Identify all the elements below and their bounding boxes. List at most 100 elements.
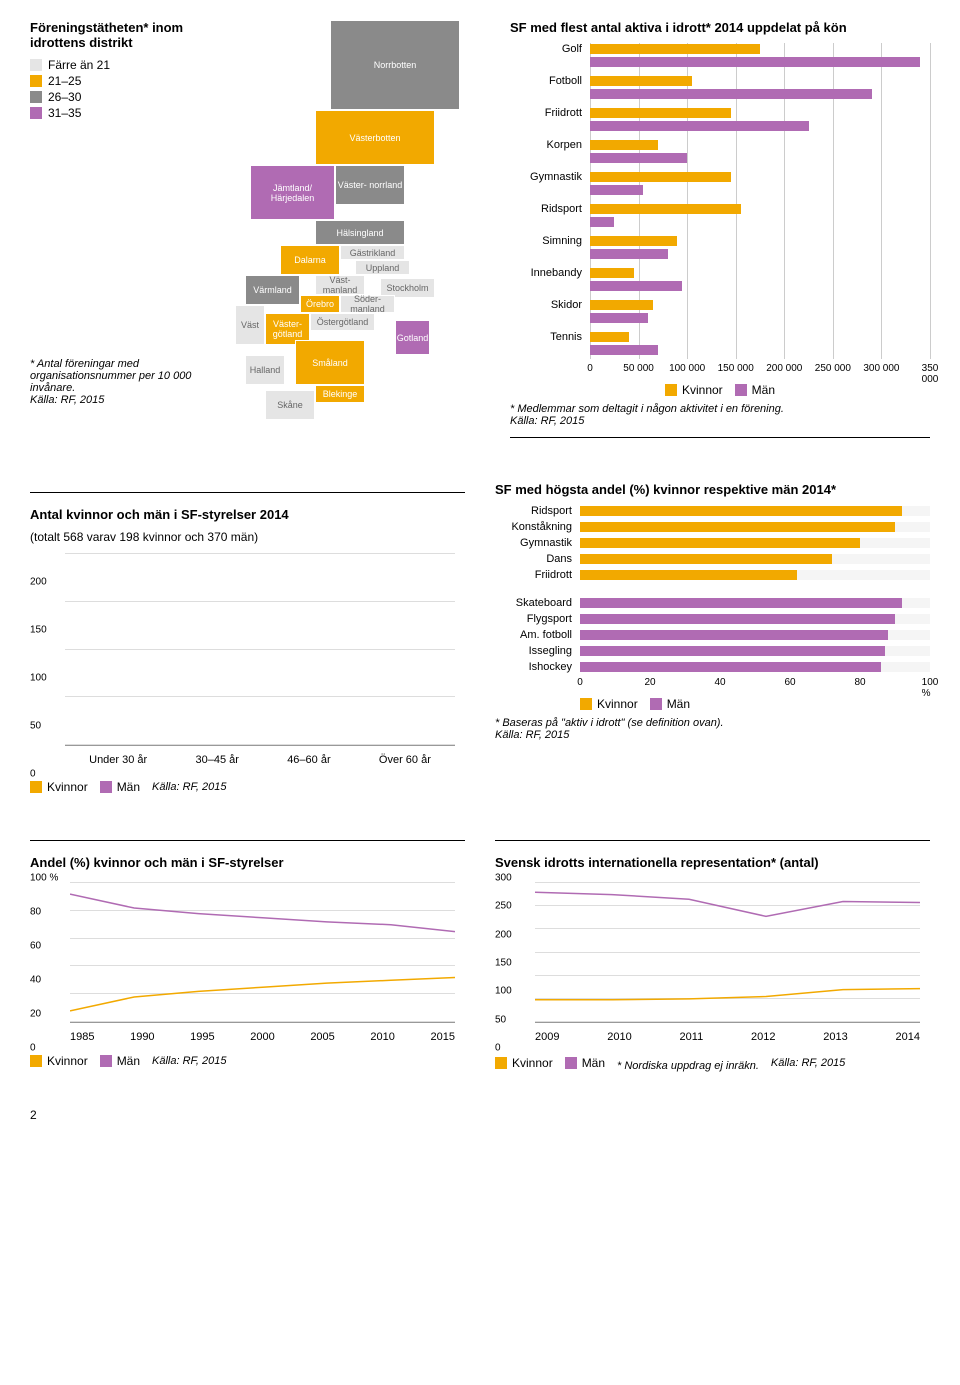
- andel-pct-footnote: * Baseras på "aktiv i idrott" (se defini…: [495, 717, 930, 729]
- bar-row: [510, 281, 930, 291]
- map-region: Småland: [295, 340, 365, 385]
- pct-bar-row: Gymnastik: [495, 537, 930, 549]
- styrelser-bar-subtitle: (totalt 568 varav 198 kvinnor och 370 mä…: [30, 530, 465, 544]
- pct-bar-row: Am. fotboll: [495, 629, 930, 641]
- map-legend-item: 26–30: [30, 90, 210, 104]
- styrelser-line-plot: 1985199019952000200520102015 02040608010…: [30, 878, 465, 1048]
- bar-row: Innebandy: [510, 267, 930, 279]
- chart-aktiva-title: SF med flest antal aktiva i idrott* 2014…: [510, 20, 930, 35]
- map-region: Söder- manland: [340, 295, 395, 313]
- bar-row: [510, 249, 930, 259]
- legend-man: Män: [752, 383, 775, 397]
- map-title: Föreningstätheten* inom idrottens distri…: [30, 20, 210, 50]
- map-column: Föreningstätheten* inom idrottens distri…: [30, 20, 480, 452]
- intl-legend: Kvinnor Män * Nordiska uppdrag ej inräkn…: [495, 1054, 930, 1072]
- map-legend-item: Färre än 21: [30, 58, 210, 72]
- legend-kvinnor: Kvinnor: [682, 383, 723, 397]
- chart-styrelser-bar: Antal kvinnor och män i SF-styrelser 201…: [30, 482, 465, 800]
- map-region: Gästrikland: [340, 245, 405, 260]
- map-legend-item: 31–35: [30, 106, 210, 120]
- chart-aktiva-legend: Kvinnor Män: [510, 383, 930, 397]
- map-region: Väster- norrland: [335, 165, 405, 205]
- chart-styrelser-line: Andel (%) kvinnor och män i SF-styrelser…: [30, 830, 465, 1078]
- map-footnote: * Antal föreningar med organisationsnumm…: [30, 358, 210, 394]
- legend-man: Män: [582, 1056, 605, 1070]
- styrelser-bar-legend: Kvinnor Män Källa: RF, 2015: [30, 780, 465, 794]
- map-region: Gotland: [395, 320, 430, 355]
- map-region: Väst: [235, 305, 265, 345]
- map-region: Halland: [245, 355, 285, 385]
- map-region: Värmland: [245, 275, 300, 305]
- bar-row: Friidrott: [510, 107, 930, 119]
- styrelser-line-title: Andel (%) kvinnor och män i SF-styrelser: [30, 855, 465, 870]
- bar-row: Gymnastik: [510, 171, 930, 183]
- row-bottom: Andel (%) kvinnor och män i SF-styrelser…: [30, 830, 930, 1078]
- styrelser-line-source: Källa: RF, 2015: [152, 1055, 226, 1067]
- pct-bar-row: Konståkning: [495, 521, 930, 533]
- bar-row: [510, 57, 930, 67]
- map-region: Östergötland: [310, 313, 375, 331]
- pct-bar-row: Issegling: [495, 645, 930, 657]
- bar-row: [510, 153, 930, 163]
- bar-row: [510, 185, 930, 195]
- intl-footnote: * Nordiska uppdrag ej inräkn.: [617, 1060, 759, 1072]
- chart-aktiva-xaxis: 050 000100 000150 000200 000250 000300 0…: [590, 363, 930, 377]
- map-region: Dalarna: [280, 245, 340, 275]
- styrelser-bar-plot: Under 30 år30–45 år46–60 årÖver 60 år 05…: [30, 554, 465, 774]
- bar-row: [510, 89, 930, 99]
- bar-row: Fotboll: [510, 75, 930, 87]
- chart-aktiva-source: Källa: RF, 2015: [510, 415, 930, 427]
- bar-row: [510, 345, 930, 355]
- bar-row: [510, 217, 930, 227]
- pct-bar-row: Ridsport: [495, 505, 930, 517]
- styrelser-bar-source: Källa: RF, 2015: [152, 781, 226, 793]
- legend-kvinnor: Kvinnor: [47, 1054, 88, 1068]
- map-legend-item: 21–25: [30, 74, 210, 88]
- map-region: Norrbotten: [330, 20, 460, 110]
- page-number: 2: [30, 1108, 930, 1122]
- row-mid: Antal kvinnor och män i SF-styrelser 201…: [30, 482, 930, 800]
- map-region: Örebro: [300, 295, 340, 313]
- bar-row: Simning: [510, 235, 930, 247]
- andel-pct-xaxis: 020406080100 %: [580, 677, 930, 691]
- bar-row: [510, 313, 930, 323]
- chart-aktiva-footnote: * Medlemmar som deltagit i någon aktivit…: [510, 403, 930, 415]
- bar-row: Ridsport: [510, 203, 930, 215]
- andel-pct-legend: Kvinnor Män: [580, 697, 930, 711]
- intl-title: Svensk idrotts internationella represent…: [495, 855, 930, 870]
- map-region: Blekinge: [315, 385, 365, 403]
- legend-kvinnor: Kvinnor: [597, 697, 638, 711]
- andel-pct-title: SF med högsta andel (%) kvinnor respekti…: [495, 482, 930, 497]
- legend-man: Män: [667, 697, 690, 711]
- map-region: Uppland: [355, 260, 410, 275]
- pct-bar-row: Skateboard: [495, 597, 930, 609]
- bar-row: Tennis: [510, 331, 930, 343]
- legend-man: Män: [117, 780, 140, 794]
- bar-row: Golf: [510, 43, 930, 55]
- map-source: Källa: RF, 2015: [30, 394, 210, 406]
- pct-bar-row: Ishockey: [495, 661, 930, 673]
- map-title-block: Föreningstätheten* inom idrottens distri…: [30, 20, 210, 452]
- legend-man: Män: [117, 1054, 140, 1068]
- pct-bar-row: Friidrott: [495, 569, 930, 581]
- bar-row: [510, 121, 930, 131]
- map-region: Jämtland/ Härjedalen: [250, 165, 335, 220]
- intl-plot: 200920102011201220132014 050100150200250…: [495, 878, 930, 1048]
- styrelser-bar-title: Antal kvinnor och män i SF-styrelser 201…: [30, 507, 465, 522]
- legend-kvinnor: Kvinnor: [47, 780, 88, 794]
- sweden-map: NorrbottenVästerbottenJämtland/ Härjedal…: [220, 20, 480, 440]
- styrelser-line-legend: Kvinnor Män Källa: RF, 2015: [30, 1054, 465, 1068]
- pct-bar-row: Flygsport: [495, 613, 930, 625]
- pct-bar-row: Dans: [495, 553, 930, 565]
- intl-source: Källa: RF, 2015: [771, 1057, 845, 1069]
- map-legend: Färre än 21 21–25 26–30 31–35: [30, 58, 210, 120]
- legend-kvinnor: Kvinnor: [512, 1056, 553, 1070]
- bar-row: Korpen: [510, 139, 930, 151]
- map-region: Skåne: [265, 390, 315, 420]
- row-top: Föreningstätheten* inom idrottens distri…: [30, 20, 930, 452]
- andel-pct-source: Källa: RF, 2015: [495, 729, 930, 741]
- chart-andel-pct: SF med högsta andel (%) kvinnor respekti…: [495, 482, 930, 800]
- map-region: Västerbotten: [315, 110, 435, 165]
- map-region: Väst- manland: [315, 275, 365, 295]
- bar-row: Skidor: [510, 299, 930, 311]
